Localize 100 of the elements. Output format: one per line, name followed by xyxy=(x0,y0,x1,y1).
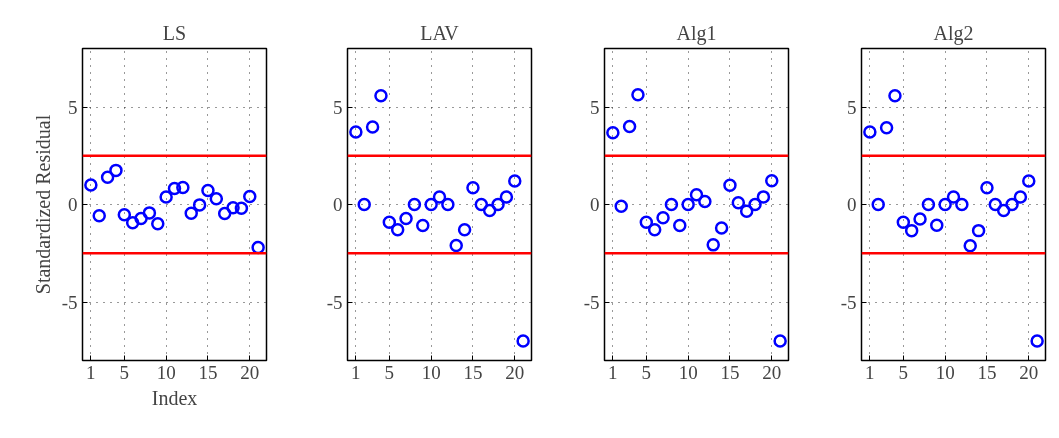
x-tick-label: 10 xyxy=(156,361,176,383)
point xyxy=(234,201,249,215)
x-tick-label: 20 xyxy=(505,361,525,383)
x-tick-label: 10 xyxy=(678,361,698,383)
x-tick-label: 1 xyxy=(351,361,361,383)
y-tick-label: 0 xyxy=(68,194,78,215)
y-axis-title: Standardized Residual xyxy=(31,114,54,295)
y-tick-label: -5 xyxy=(61,291,78,313)
x-tick-label: 15 xyxy=(720,361,740,383)
point xyxy=(357,197,371,212)
point xyxy=(879,120,894,135)
point xyxy=(614,199,628,213)
point xyxy=(365,120,380,134)
y-tick-label: -5 xyxy=(326,291,343,313)
point xyxy=(466,180,480,195)
point xyxy=(159,190,173,204)
point xyxy=(863,125,877,139)
y-tick-label: 5 xyxy=(590,96,600,118)
point xyxy=(773,334,787,348)
point xyxy=(84,178,98,192)
point xyxy=(739,204,754,218)
point xyxy=(117,208,132,222)
point xyxy=(930,218,944,232)
point xyxy=(432,190,447,204)
point xyxy=(217,206,232,221)
point xyxy=(407,197,422,212)
point xyxy=(92,209,106,223)
point xyxy=(184,206,198,221)
point xyxy=(441,197,455,212)
point xyxy=(681,197,695,212)
point xyxy=(938,197,952,212)
point xyxy=(631,87,645,102)
point xyxy=(996,203,1011,218)
point xyxy=(963,239,977,253)
x-tick-label: 5 xyxy=(119,361,130,383)
point xyxy=(508,174,522,188)
point xyxy=(201,183,215,198)
point xyxy=(888,88,902,103)
point xyxy=(988,197,1003,212)
point xyxy=(706,238,720,252)
point xyxy=(474,197,489,212)
chart-title: LS xyxy=(162,21,187,44)
x-tick-label: 20 xyxy=(1019,361,1039,383)
point xyxy=(689,188,704,202)
y-tick-label: -5 xyxy=(583,291,600,313)
point xyxy=(457,223,472,237)
point xyxy=(765,173,779,188)
y-tick-label: 5 xyxy=(847,96,857,118)
point xyxy=(1005,197,1019,212)
x-tick-label: 5 xyxy=(898,361,909,383)
y-tick-label: -5 xyxy=(840,291,857,313)
point xyxy=(921,197,936,212)
x-tick-label: 10 xyxy=(421,361,441,383)
point xyxy=(176,180,190,195)
point xyxy=(449,238,463,253)
point xyxy=(226,201,240,215)
point xyxy=(125,216,140,230)
x-axis-title: Index xyxy=(151,386,198,409)
point xyxy=(499,190,514,204)
point xyxy=(390,223,405,237)
point xyxy=(416,218,430,233)
point xyxy=(424,197,438,212)
chart-title: Alg2 xyxy=(933,21,974,45)
chart-title: Alg1 xyxy=(676,21,717,45)
point xyxy=(955,197,969,212)
point xyxy=(192,198,207,212)
point xyxy=(714,221,729,235)
point xyxy=(1022,174,1036,188)
point xyxy=(622,119,637,134)
y-tick-label: 5 xyxy=(333,96,343,118)
x-tick-label: 5 xyxy=(384,361,395,383)
point xyxy=(1013,190,1028,204)
x-tick-label: 20 xyxy=(240,361,260,383)
point xyxy=(871,197,885,212)
point xyxy=(167,181,182,196)
point xyxy=(491,197,505,212)
x-tick-label: 10 xyxy=(935,361,955,383)
point xyxy=(904,223,919,238)
y-tick-label: 5 xyxy=(68,96,78,118)
x-tick-label: 15 xyxy=(463,361,483,383)
y-tick-label: 0 xyxy=(333,194,343,215)
point xyxy=(913,212,927,226)
point xyxy=(374,88,388,103)
point xyxy=(399,211,413,226)
point xyxy=(482,203,497,218)
point xyxy=(109,163,123,178)
point xyxy=(971,223,986,238)
x-tick-label: 1 xyxy=(608,361,618,383)
point xyxy=(1030,334,1044,348)
point xyxy=(723,178,737,192)
chart-title: LAV xyxy=(420,21,460,44)
point xyxy=(756,190,771,204)
point xyxy=(731,196,746,210)
point xyxy=(639,215,654,229)
y-tick-label: 0 xyxy=(847,194,857,215)
point xyxy=(647,223,662,237)
point xyxy=(664,197,679,212)
point xyxy=(516,334,530,348)
point xyxy=(243,189,257,204)
point xyxy=(142,206,157,220)
